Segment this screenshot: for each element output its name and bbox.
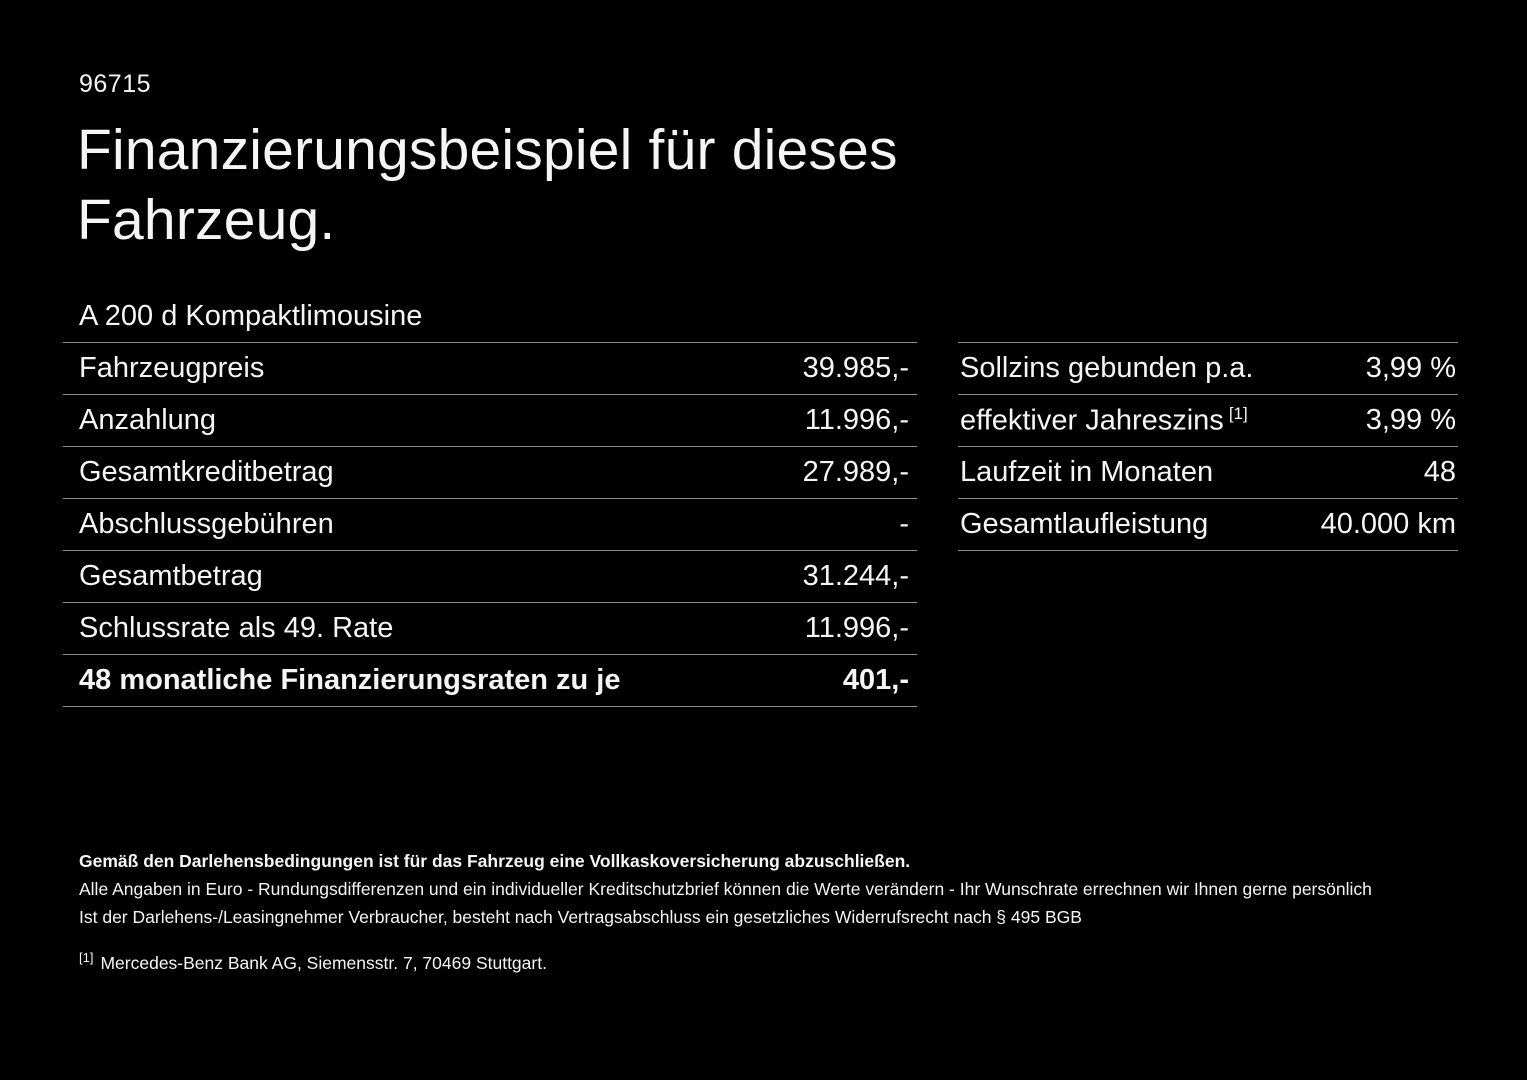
row-value: 3,99 % [1365, 404, 1456, 436]
row-value: 31.244,- [802, 560, 909, 592]
disclaimer-line-1: Alle Angaben in Euro - Rundungsdifferenz… [79, 879, 1372, 899]
table-row: Sollzins gebunden p.a. 3,99 % [958, 342, 1458, 394]
page-title: Finanzierungsbeispiel für dieses Fahrzeu… [77, 118, 898, 252]
row-value: 11.996,- [804, 404, 909, 436]
table-row: Gesamtlaufleistung 40.000 km [958, 498, 1458, 550]
row-label: Gesamtlaufleistung [960, 508, 1209, 540]
row-value: 401,- [842, 664, 909, 696]
legal-notes: Gemäß den Darlehensbedingungen ist für d… [79, 847, 1449, 977]
row-label: Gesamtkreditbetrag [79, 456, 334, 488]
table-row: Anzahlung 11.996,- [63, 394, 917, 446]
vehicle-model: A 200 d Kompaktlimousine [79, 300, 423, 332]
table-row: Abschlussgebühren - [63, 498, 917, 550]
footnote-marker: [1] [1228, 403, 1248, 423]
row-label: Gesamtbetrag [79, 560, 263, 592]
row-label: Schlussrate als 49. Rate [79, 612, 394, 644]
table-row: Schlussrate als 49. Rate 11.996,- [63, 602, 917, 654]
row-label: 48 monatliche Finanzierungsraten zu je [79, 664, 621, 696]
footnote-marker: [1] [79, 950, 94, 965]
table-row: Gesamtkreditbetrag 27.989,- [63, 446, 917, 498]
row-value: 48 [1423, 456, 1456, 488]
table-row: Laufzeit in Monaten 48 [958, 446, 1458, 498]
disclaimer-line-2: Ist der Darlehens-/Leasingnehmer Verbrau… [79, 907, 1082, 927]
table-row: effektiver Jahreszins [1] 3,99 % [958, 394, 1458, 446]
table-row: Gesamtbetrag 31.244,- [63, 550, 917, 602]
row-value: 27.989,- [802, 456, 909, 488]
insurance-note: Gemäß den Darlehensbedingungen ist für d… [79, 851, 911, 871]
financing-table: Fahrzeugpreis 39.985,- Anzahlung 11.996,… [63, 342, 917, 707]
row-value: 3,99 % [1365, 352, 1456, 384]
row-label: Sollzins gebunden p.a. [960, 352, 1254, 384]
row-value: 39.985,- [802, 352, 909, 384]
footnote-text: Mercedes-Benz Bank AG, Siemensstr. 7, 70… [100, 952, 547, 973]
table-row-monthly-rate: 48 monatliche Finanzierungsraten zu je 4… [63, 654, 917, 706]
row-value: 11.996,- [804, 612, 909, 644]
row-label: Fahrzeugpreis [79, 352, 265, 384]
row-label: Laufzeit in Monaten [960, 456, 1214, 488]
row-label: Anzahlung [79, 404, 217, 436]
footnote-reference: [1] Mercedes-Benz Bank AG, Siemensstr. 7,… [79, 944, 1449, 977]
row-label: Abschlussgebühren [79, 508, 334, 540]
row-label: effektiver Jahreszins [1] [960, 403, 1248, 437]
offer-code: 96715 [79, 70, 152, 98]
conditions-table: Sollzins gebunden p.a. 3,99 % effektiver… [958, 342, 1458, 551]
row-value: - [899, 508, 909, 540]
table-row: Fahrzeugpreis 39.985,- [63, 342, 917, 394]
row-value: 40.000 km [1320, 508, 1456, 540]
